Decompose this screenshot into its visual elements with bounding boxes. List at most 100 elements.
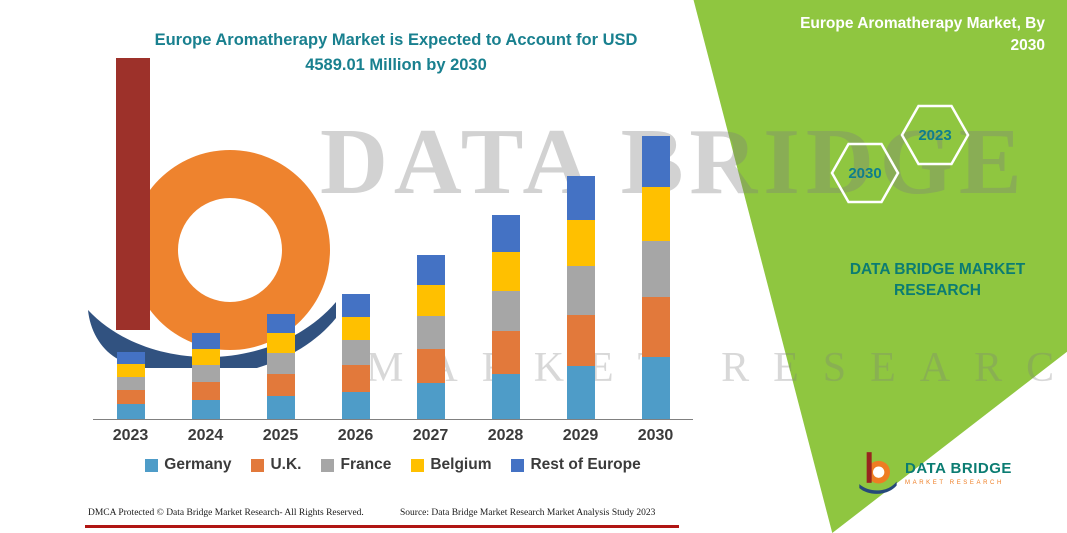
bar-segment-2024-u-k — [191, 382, 220, 401]
x-label-2028: 2028 — [487, 427, 524, 444]
bar-stack-2026 — [341, 294, 370, 419]
watermark-brand-text: DATA BRIDGE — [320, 110, 1028, 214]
bar-segment-2027-u-k — [416, 348, 445, 383]
legend-label-germany: Germany — [164, 456, 232, 473]
logo-brand-name: DATA BRIDGE — [905, 460, 1012, 478]
side-panel-title: Europe Aromatherapy Market, By 2030 — [745, 13, 1045, 58]
bar-segment-2023-germany — [116, 404, 145, 419]
bar-segment-2030-germany — [641, 356, 670, 419]
legend-swatch-u-k — [251, 458, 265, 472]
bar-segment-2029-belgium — [566, 219, 595, 267]
bar-column-2030 — [618, 134, 693, 419]
bar-column-2023 — [93, 134, 168, 419]
watermark-sub-text: MARKET RESEARCH — [366, 345, 1067, 391]
bar-segment-2028-germany — [491, 374, 520, 419]
bottom-accent-line — [85, 525, 679, 528]
bar-segment-2029-france — [566, 266, 595, 315]
bar-stack-2023 — [116, 352, 145, 419]
bar-segment-2028-belgium — [491, 251, 520, 291]
side-panel-title-line1: Europe Aromatherapy Market, By — [800, 15, 1045, 32]
bar-segment-2029-rest-of-europe — [566, 176, 595, 220]
bar-segment-2025-germany — [266, 395, 295, 419]
legend-item-germany: Germany — [145, 456, 231, 474]
legend: Germany U.K. France Belgium Rest of Europe — [93, 456, 693, 474]
bar-segment-2023-belgium — [116, 364, 145, 377]
bar-segment-2029-u-k — [566, 314, 595, 366]
bar-segment-2026-belgium — [341, 316, 370, 341]
bar-segment-2024-belgium — [191, 348, 220, 365]
x-label-2023: 2023 — [112, 427, 149, 444]
legend-swatch-belgium — [411, 458, 425, 472]
bar-column-2029 — [543, 134, 618, 419]
bar-segment-2025-u-k — [266, 373, 295, 396]
bar-segment-2024-rest-of-europe — [191, 333, 220, 349]
data-bridge-logo: DATA BRIDGE MARKET RESEARCH — [858, 452, 1012, 495]
bar-column-2025 — [243, 134, 318, 419]
x-axis-labels: 2023 2024 2025 2026 2027 2028 2029 2030 — [93, 427, 693, 445]
legend-label-u-k: U.K. — [270, 456, 302, 473]
bar-segment-2025-france — [266, 352, 295, 374]
legend-swatch-rest-of-europe — [511, 458, 525, 472]
bar-stack-2029 — [566, 176, 595, 419]
legend-item-belgium: Belgium — [411, 456, 491, 474]
bars-row — [93, 134, 693, 420]
legend-label-france: France — [340, 456, 392, 473]
bar-segment-2025-rest-of-europe — [266, 314, 295, 334]
bar-segment-2026-france — [341, 340, 370, 366]
source-note: Source: Data Bridge Market Research Mark… — [400, 508, 656, 518]
page-title-line2: 4589.01 Million by 2030 — [305, 55, 487, 74]
side-panel-brand-text: DATA BRIDGE MARKET RESEARCH — [849, 261, 1026, 299]
hexagon-2023-label: 2023 — [918, 127, 951, 144]
legend-item-u-k: U.K. — [251, 456, 301, 474]
hexagon-2030: 2030 — [830, 142, 900, 204]
legend-item-rest-of-europe: Rest of Europe — [511, 456, 641, 474]
side-panel-title-line2: 2030 — [1010, 37, 1045, 55]
bar-segment-2023-rest-of-europe — [116, 352, 145, 365]
bar-column-2028 — [468, 134, 543, 419]
bar-column-2026 — [318, 134, 393, 419]
bar-segment-2029-germany — [566, 365, 595, 419]
bar-segment-2030-belgium — [641, 186, 670, 241]
bar-segment-2024-france — [191, 364, 220, 383]
bar-segment-2030-u-k — [641, 297, 670, 357]
bar-segment-2024-germany — [191, 400, 220, 419]
legend-swatch-france — [321, 458, 335, 472]
bar-segment-2026-germany — [341, 391, 370, 419]
x-label-2027: 2027 — [412, 427, 449, 444]
bar-column-2024 — [168, 134, 243, 419]
bar-stack-2028 — [491, 215, 520, 419]
bar-segment-2025-belgium — [266, 333, 295, 353]
bar-stack-2027 — [416, 255, 445, 419]
bar-segment-2026-rest-of-europe — [341, 294, 370, 317]
legend-label-belgium: Belgium — [430, 456, 492, 473]
data-bridge-logo-icon — [859, 452, 897, 494]
bar-segment-2026-u-k — [341, 365, 370, 392]
bar-stack-2025 — [266, 314, 295, 419]
bar-segment-2027-france — [416, 315, 445, 349]
bar-segment-2028-u-k — [491, 331, 520, 375]
bar-segment-2023-france — [116, 376, 145, 391]
page-title: Europe Aromatherapy Market is Expected t… — [110, 28, 682, 78]
bar-segment-2027-belgium — [416, 284, 445, 316]
bar-column-2027 — [393, 134, 468, 419]
x-label-2025: 2025 — [262, 427, 299, 444]
x-label-2029: 2029 — [562, 427, 599, 444]
bar-segment-2028-france — [491, 290, 520, 332]
hexagon-2030-label: 2030 — [848, 165, 881, 182]
bar-segment-2028-rest-of-europe — [491, 215, 520, 252]
page-title-line1: Europe Aromatherapy Market is Expected t… — [154, 31, 638, 49]
bar-segment-2023-u-k — [116, 390, 145, 405]
bar-segment-2030-france — [641, 240, 670, 298]
bar-stack-2030 — [641, 136, 670, 419]
x-label-2030: 2030 — [637, 427, 674, 444]
dmca-notice: DMCA Protected © Data Bridge Market Rese… — [88, 508, 364, 518]
data-bridge-logo-text: DATA BRIDGE MARKET RESEARCH — [905, 461, 1012, 486]
x-label-2026: 2026 — [337, 427, 374, 444]
legend-swatch-germany — [145, 458, 159, 472]
legend-label-rest-of-europe: Rest of Europe — [530, 456, 641, 473]
bar-segment-2027-germany — [416, 382, 445, 419]
logo-brand-sub: MARKET RESEARCH — [905, 479, 1004, 486]
legend-item-france: France — [321, 456, 391, 474]
bar-segment-2027-rest-of-europe — [416, 255, 445, 285]
